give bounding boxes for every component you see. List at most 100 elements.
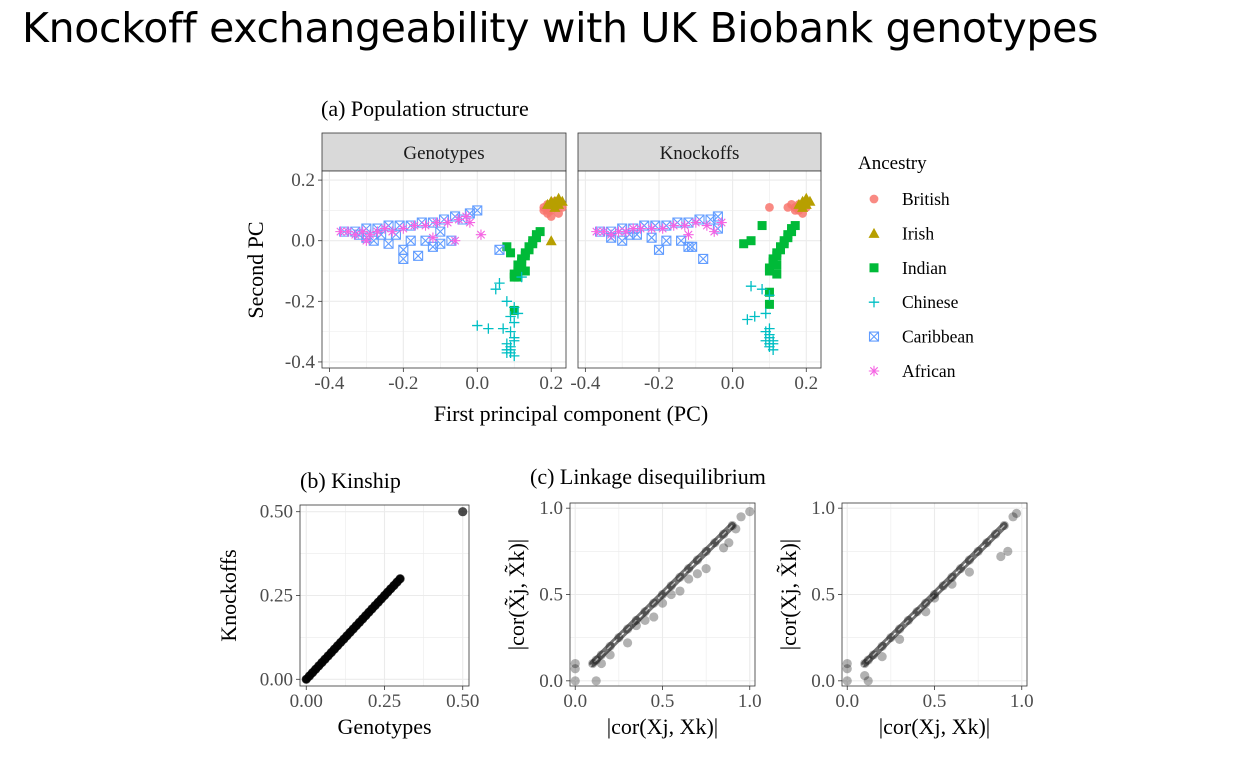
data-point-caribbean: [368, 235, 379, 246]
slide-title: Knockoff exchangeability with UK Biobank…: [22, 4, 1099, 52]
data-point: [692, 555, 703, 565]
data-point-chinese: [756, 284, 768, 295]
data-point-african: [460, 211, 472, 222]
data-point-african: [420, 220, 431, 231]
data-point-indian: [524, 242, 534, 252]
data-point-british: [765, 202, 774, 212]
chart-title: (b) Kinship: [300, 468, 401, 493]
x-tick-label: 0.5: [651, 691, 675, 712]
data-point-indian: [517, 257, 527, 267]
x-tick-label: 1.0: [738, 691, 762, 712]
data-point: [929, 589, 940, 600]
data-point-chinese: [501, 344, 513, 356]
legend-label: Indian: [902, 258, 947, 278]
data-point: [649, 612, 659, 622]
data-point-indian: [768, 254, 778, 264]
data-point: [724, 538, 734, 548]
data-point-chinese: [512, 308, 524, 319]
data-point: [956, 564, 966, 574]
legend-label: Irish: [902, 223, 934, 243]
data-point-caribbean: [435, 226, 446, 237]
legend-key-indian: [869, 263, 879, 273]
data-point: [731, 524, 741, 534]
panel-border: [577, 170, 822, 369]
legend-label: Caribbean: [902, 327, 974, 347]
data-point: [877, 641, 887, 651]
data-point: [570, 676, 580, 686]
data-point: [745, 507, 755, 517]
data-point-african: [431, 217, 442, 228]
data-point: [640, 615, 650, 625]
data-point-chinese: [749, 311, 760, 322]
data-point-indian: [531, 230, 541, 240]
y-tick-label: 0.5: [811, 585, 835, 606]
facet-strip: [577, 132, 822, 172]
data-point-indian: [528, 236, 538, 246]
x-axis-label: Genotypes: [337, 714, 431, 739]
data-point: [863, 676, 873, 686]
data-point: [684, 574, 694, 584]
legend-key-caribbean: [868, 331, 880, 342]
data-point-british: [543, 209, 552, 218]
data-point-chinese: [497, 323, 509, 334]
data-point-irish: [542, 198, 554, 209]
y-tick-label: 0.50: [260, 502, 293, 523]
data-point-chinese: [760, 335, 771, 346]
data-point-african: [387, 226, 398, 237]
data-point: [591, 655, 601, 665]
data-point: [596, 658, 607, 669]
data-point-caribbean: [472, 205, 483, 216]
data-point: [964, 567, 975, 577]
data-point-caribbean: [661, 235, 672, 246]
data-point-african: [679, 220, 690, 231]
chart-title: (c) Linkage disequilibrium: [530, 464, 766, 489]
data-point-caribbean: [494, 244, 505, 255]
legend-key-british: [869, 194, 879, 204]
data-point: [947, 579, 957, 589]
data-point: [614, 633, 624, 643]
data-point-indian: [764, 299, 774, 309]
data-point-african: [409, 220, 420, 231]
data-point-african: [398, 223, 409, 234]
data-point-african: [357, 226, 368, 237]
y-tick-label: 0.00: [260, 669, 293, 690]
data-point-chinese: [505, 326, 516, 337]
data-point-african: [701, 220, 713, 231]
x-tick-label: -0.4: [570, 373, 601, 394]
data-point: [921, 598, 931, 608]
data-point-african: [453, 214, 464, 225]
data-point: [736, 512, 746, 522]
data-point: [868, 650, 879, 660]
data-point: [675, 572, 685, 582]
data-point-caribbean: [398, 253, 409, 264]
data-point: [938, 581, 948, 591]
data-point-chinese: [494, 277, 505, 289]
data-point-chinese: [764, 323, 775, 334]
data-point-chinese: [509, 317, 520, 328]
x-tick-label: 0.0: [835, 691, 859, 712]
y-tick-label: 1.0: [539, 498, 563, 519]
x-tick-label: 0.0: [563, 691, 587, 712]
data-point: [591, 676, 601, 686]
data-point-african: [379, 223, 391, 234]
data-point-chinese: [490, 284, 501, 295]
data-point-caribbean: [698, 253, 709, 264]
data-point: [921, 607, 931, 617]
data-point: [588, 658, 598, 669]
ld-plot-1: (c) Linkage disequilibrium 0.0 0.5 1.0 0.0 0.…: [504, 464, 766, 739]
chart-title: (a) Population structure: [321, 96, 529, 121]
data-point-african: [668, 220, 679, 231]
legend-key-irish: [868, 227, 880, 238]
data-point-african: [620, 226, 632, 237]
data-point: [605, 650, 615, 660]
x-tick-label: 0.25: [368, 691, 401, 712]
data-point-chinese: [767, 344, 779, 356]
data-point-chinese: [472, 320, 483, 331]
data-point: [842, 658, 852, 669]
data-point-chinese: [509, 302, 520, 313]
data-point-african: [646, 223, 657, 234]
data-point: [657, 598, 668, 608]
y-axis-label: |cor(Xj, X̃k)|: [776, 539, 801, 650]
